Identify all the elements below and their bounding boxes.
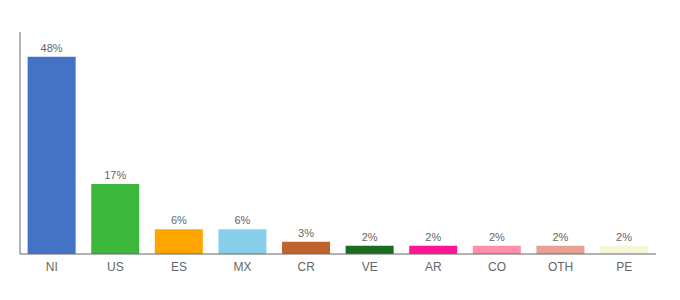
svg-text:3%: 3% — [298, 227, 314, 239]
svg-text:NI: NI — [46, 260, 58, 274]
svg-text:US: US — [107, 260, 124, 274]
svg-text:2%: 2% — [362, 231, 378, 243]
svg-text:2%: 2% — [489, 231, 505, 243]
svg-text:6%: 6% — [234, 214, 250, 226]
svg-text:17%: 17% — [104, 169, 126, 181]
svg-text:2%: 2% — [425, 231, 441, 243]
svg-text:PE: PE — [616, 260, 632, 274]
svg-text:VE: VE — [362, 260, 378, 274]
svg-text:AR: AR — [425, 260, 442, 274]
svg-text:MX: MX — [234, 260, 252, 274]
svg-text:6%: 6% — [171, 214, 187, 226]
svg-text:48%: 48% — [41, 42, 63, 54]
svg-text:OTH: OTH — [548, 260, 573, 274]
svg-text:ES: ES — [171, 260, 187, 274]
svg-text:CO: CO — [488, 260, 506, 274]
svg-text:2%: 2% — [616, 231, 632, 243]
svg-text:CR: CR — [298, 260, 316, 274]
svg-text:2%: 2% — [552, 231, 568, 243]
